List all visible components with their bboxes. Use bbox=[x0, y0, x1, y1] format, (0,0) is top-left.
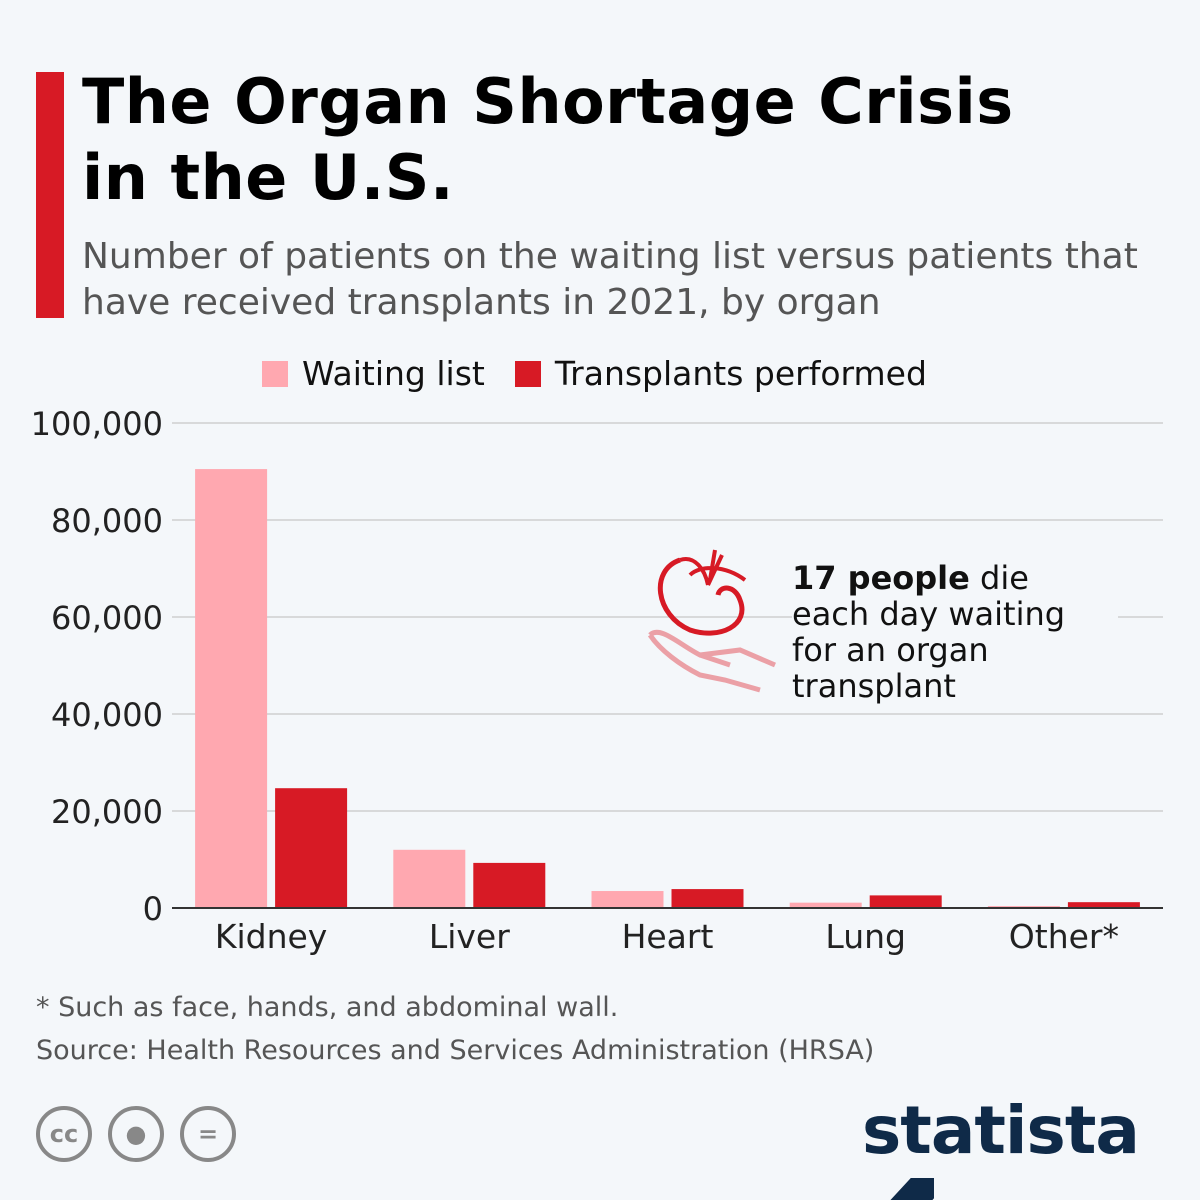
y-tick-label: 60,000 bbox=[51, 599, 163, 637]
legend-item-waiting: Waiting list bbox=[262, 354, 485, 393]
title-line-2: in the U.S. bbox=[82, 141, 454, 214]
cc-license-icon[interactable]: cc bbox=[36, 1106, 92, 1162]
footnote: * Such as face, hands, and abdominal wal… bbox=[36, 992, 619, 1023]
statista-logo-mark bbox=[876, 1178, 934, 1200]
bar-transplants bbox=[671, 889, 744, 908]
bar-transplants bbox=[1067, 902, 1140, 908]
bar-waiting bbox=[195, 469, 268, 908]
chart-subtitle: Number of patients on the waiting list v… bbox=[82, 236, 1138, 323]
legend-label: Waiting list bbox=[302, 354, 485, 393]
annotation-rest: die each day waiting for an organ transp… bbox=[792, 559, 1066, 705]
x-tick-label: Heart bbox=[622, 917, 714, 956]
bar-waiting bbox=[393, 849, 466, 908]
attribution-icon[interactable]: ● bbox=[108, 1106, 164, 1162]
x-tick-label: Other* bbox=[1009, 917, 1119, 956]
bar-waiting bbox=[591, 891, 664, 908]
logo-text: statista bbox=[862, 1092, 1140, 1169]
annotation-bold: 17 people bbox=[792, 559, 970, 597]
y-tick-label: 80,000 bbox=[51, 502, 163, 540]
statista-logo[interactable]: statista bbox=[862, 1092, 1200, 1200]
accent-bar bbox=[36, 72, 64, 318]
legend-label: Transplants performed bbox=[554, 354, 927, 393]
y-tick-label: 0 bbox=[143, 890, 163, 928]
bar-transplants bbox=[275, 788, 348, 908]
legend-item-transplants: Transplants performed bbox=[514, 354, 927, 393]
chart-title: The Organ Shortage Crisis in the U.S. bbox=[82, 64, 1014, 216]
annotation-text: 17 people die each day waiting for an or… bbox=[792, 560, 1118, 704]
title-line-1: The Organ Shortage Crisis bbox=[82, 65, 1014, 138]
bar-transplants bbox=[473, 862, 546, 908]
x-tick-label: Kidney bbox=[215, 917, 328, 956]
legend-swatch bbox=[262, 360, 288, 387]
y-tick-label: 20,000 bbox=[51, 793, 163, 831]
no-derivatives-icon[interactable]: = bbox=[180, 1106, 236, 1162]
legend-swatch bbox=[514, 360, 541, 387]
y-tick-label: 100,000 bbox=[31, 405, 163, 443]
legend: Waiting list Transplants performed bbox=[262, 354, 957, 393]
y-tick-label: 40,000 bbox=[51, 696, 163, 734]
kidney-in-hand-icon bbox=[647, 549, 776, 693]
annotation-icon bbox=[640, 540, 790, 704]
bar-waiting bbox=[789, 902, 862, 908]
bar-transplants bbox=[869, 895, 942, 908]
x-tick-label: Lung bbox=[825, 917, 906, 956]
source: Source: Health Resources and Services Ad… bbox=[36, 1035, 875, 1066]
x-tick-label: Liver bbox=[429, 917, 510, 956]
